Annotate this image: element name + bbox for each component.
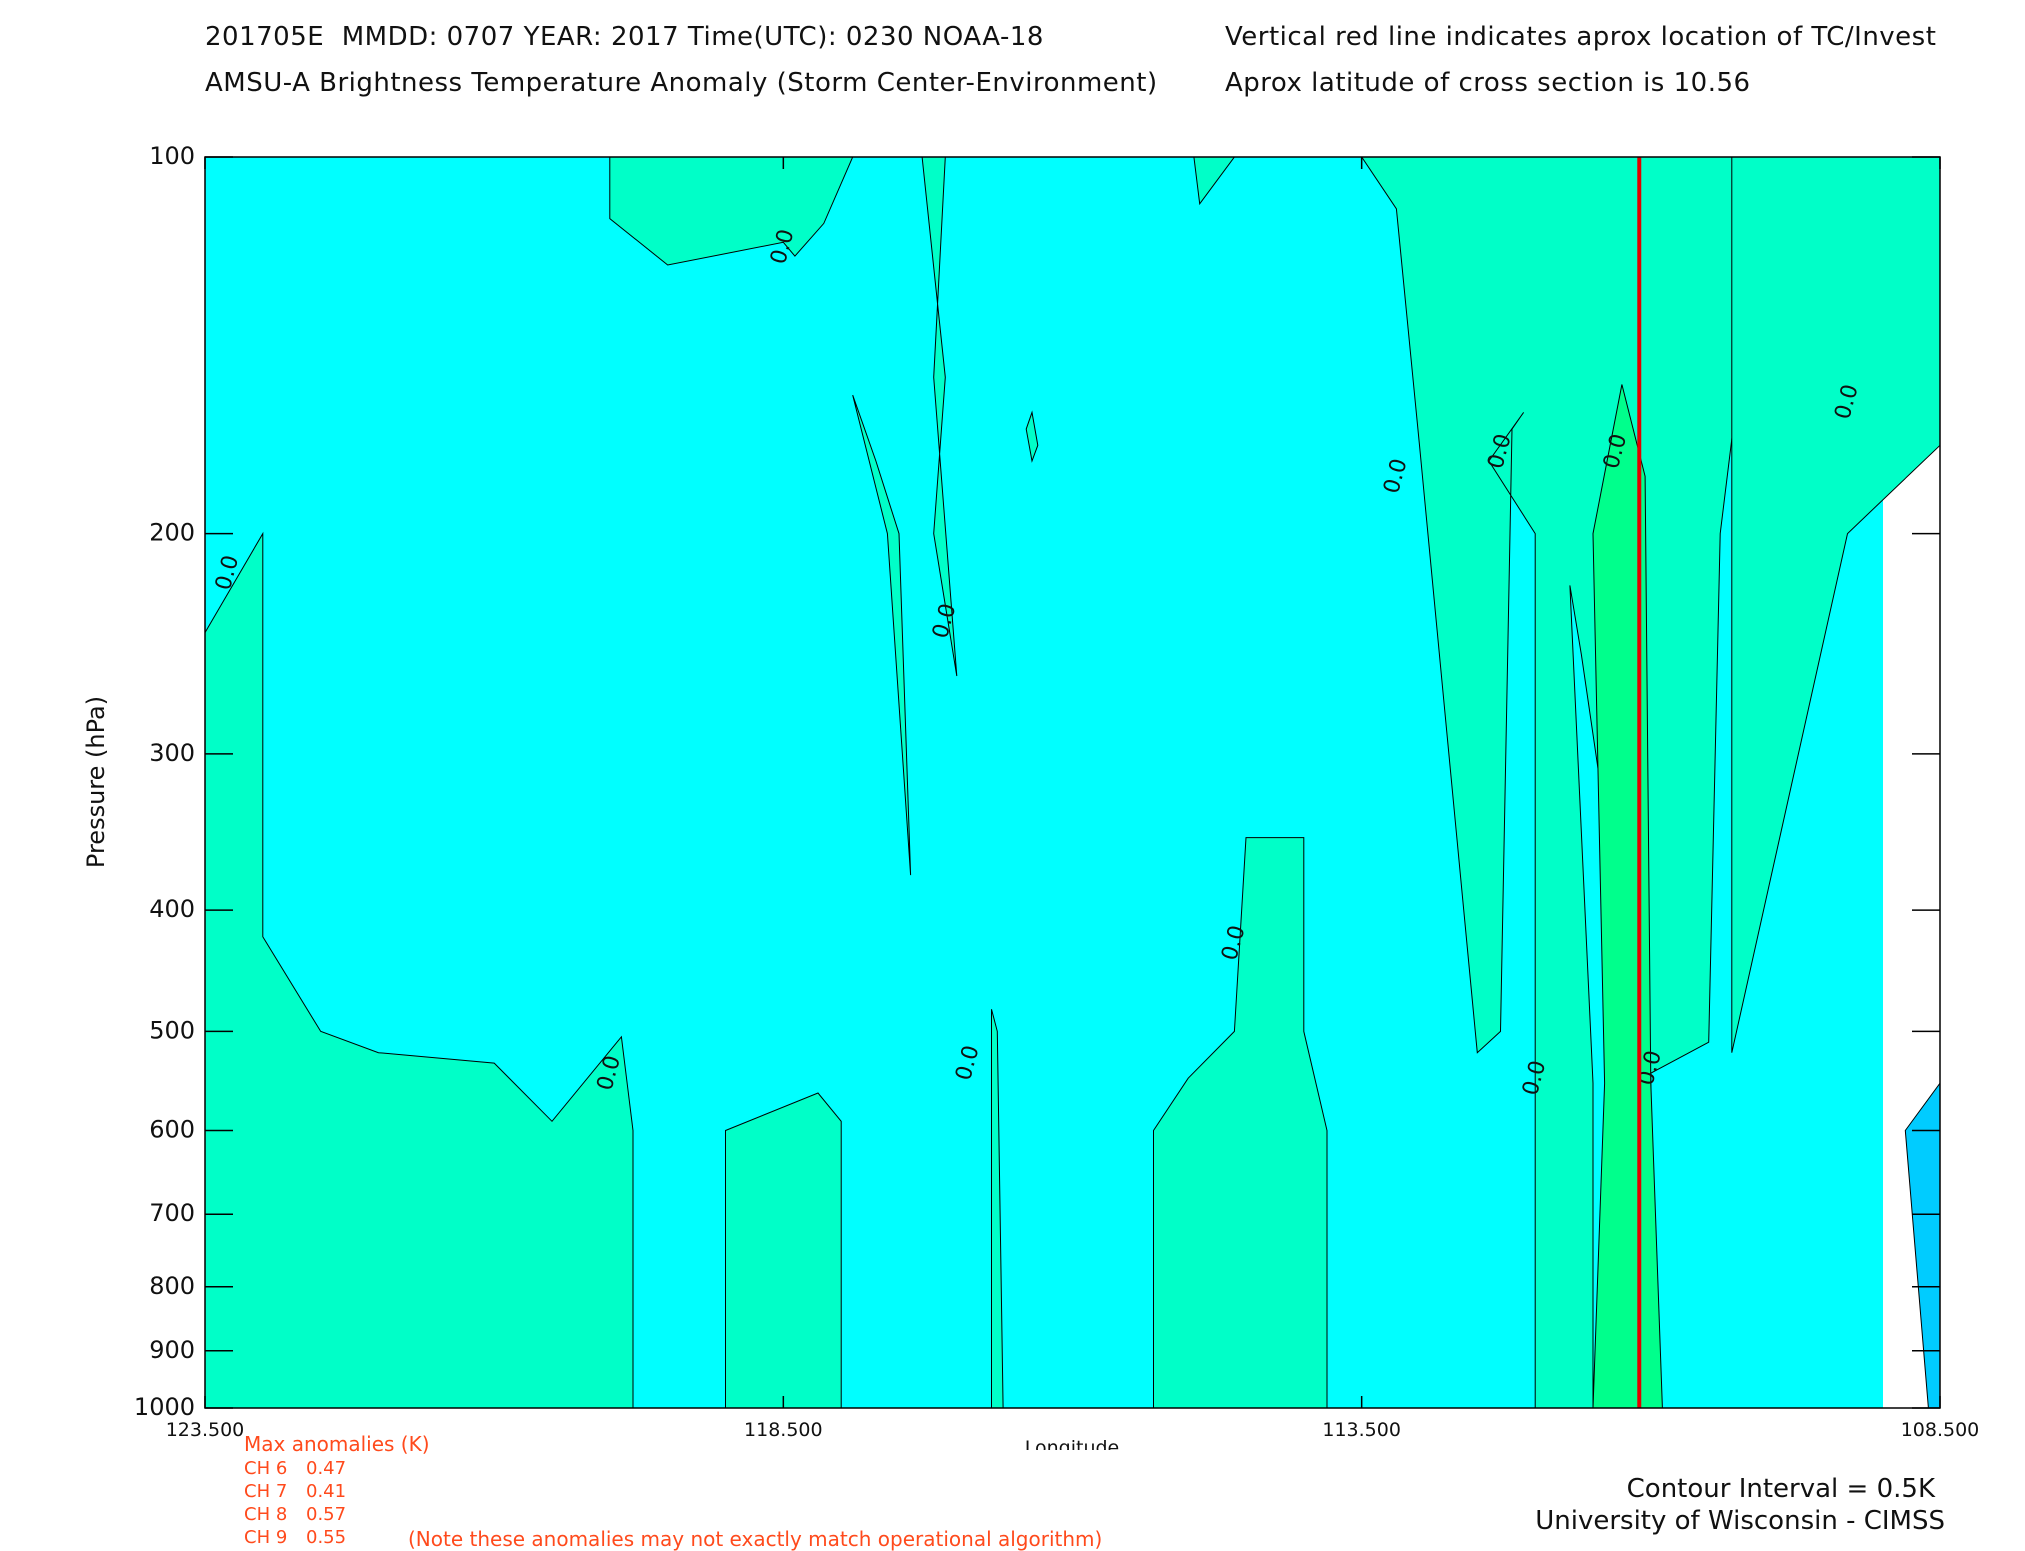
header-line1-left: 201705E MMDD: 0707 YEAR: 2017 Time(UTC):… xyxy=(205,22,1044,52)
contour-region-high_band xyxy=(1592,384,1663,1408)
y-tick-label: 400 xyxy=(149,895,195,923)
x-axis: 123.500 118.500 113.500 108.500 xyxy=(166,157,1980,1441)
y-tick-label: 800 xyxy=(149,1272,195,1300)
contour-region-zero_band xyxy=(1193,157,1236,206)
contour-region-zero_band xyxy=(852,394,912,876)
anomaly-cross-section-chart: 0.00.00.00.00.00.00.00.00.00.00.00.0 100… xyxy=(82,142,1980,1450)
anomaly-ch7-value: 0.41 xyxy=(306,1481,347,1502)
header-line2-right: Aprox latitude of cross section is 10.56 xyxy=(1225,68,1751,98)
y-tick-label: 200 xyxy=(149,519,195,547)
x-axis-label: Longitude xyxy=(1025,1437,1120,1450)
y-axis: 100 200 300 400 500 600 700 800 900 1000 xyxy=(134,142,1940,1421)
anomaly-ch9-label: CH 9 xyxy=(244,1527,288,1548)
anomalies-title: Max anomalies (K) xyxy=(244,1432,430,1456)
contour-region-zero_band xyxy=(1025,410,1039,463)
y-tick-label: 1000 xyxy=(134,1393,195,1421)
contour-region-zero_band xyxy=(1361,157,1768,1408)
y-tick-label: 900 xyxy=(149,1336,195,1364)
anomaly-ch8-value: 0.57 xyxy=(306,1504,347,1525)
header-line2-left: AMSU-A Brightness Temperature Anomaly (S… xyxy=(205,68,1158,98)
anomaly-ch6-label: CH 6 xyxy=(244,1458,288,1479)
contour-region-negative_band xyxy=(1904,1082,1940,1408)
plot-frame xyxy=(204,156,1941,1409)
contour-region-zero_band xyxy=(1153,837,1328,1408)
x-tick-label: 108.500 xyxy=(1901,1419,1980,1441)
x-tick-label: 123.500 xyxy=(166,1419,245,1441)
x-tick-label: 118.500 xyxy=(744,1419,823,1441)
x-tick-label: 113.500 xyxy=(1322,1419,1401,1441)
contour-region-zero_band xyxy=(725,1092,842,1408)
y-tick-label: 300 xyxy=(149,739,195,767)
anomaly-ch7-label: CH 7 xyxy=(244,1481,288,1502)
contour-regions xyxy=(205,157,1940,1408)
contour-region-zero_band xyxy=(1731,157,1940,1053)
anomaly-ch6-value: 0.47 xyxy=(306,1458,347,1479)
header-line1-right: Vertical red line indicates aprox locati… xyxy=(1225,22,1937,52)
y-tick-label: 600 xyxy=(149,1115,195,1143)
contour-region-zero_band xyxy=(921,157,958,677)
contour-interval: Contour Interval = 0.5K xyxy=(1626,1474,1935,1504)
y-axis-label: Pressure (hPa) xyxy=(82,696,110,868)
contour-region-zero_band xyxy=(609,157,854,266)
y-tick-label: 100 xyxy=(149,142,195,170)
anomaly-ch8-label: CH 8 xyxy=(244,1504,288,1525)
contour-region-zero_band xyxy=(991,1009,1004,1408)
y-tick-label: 700 xyxy=(149,1199,195,1227)
contour-region-zero_band xyxy=(205,531,634,1408)
y-tick-label: 500 xyxy=(149,1016,195,1044)
credit: University of Wisconsin - CIMSS xyxy=(1535,1506,1945,1536)
anomaly-ch9-value: 0.55 xyxy=(306,1527,347,1548)
anomalies-note: (Note these anomalies may not exactly ma… xyxy=(408,1527,1103,1551)
